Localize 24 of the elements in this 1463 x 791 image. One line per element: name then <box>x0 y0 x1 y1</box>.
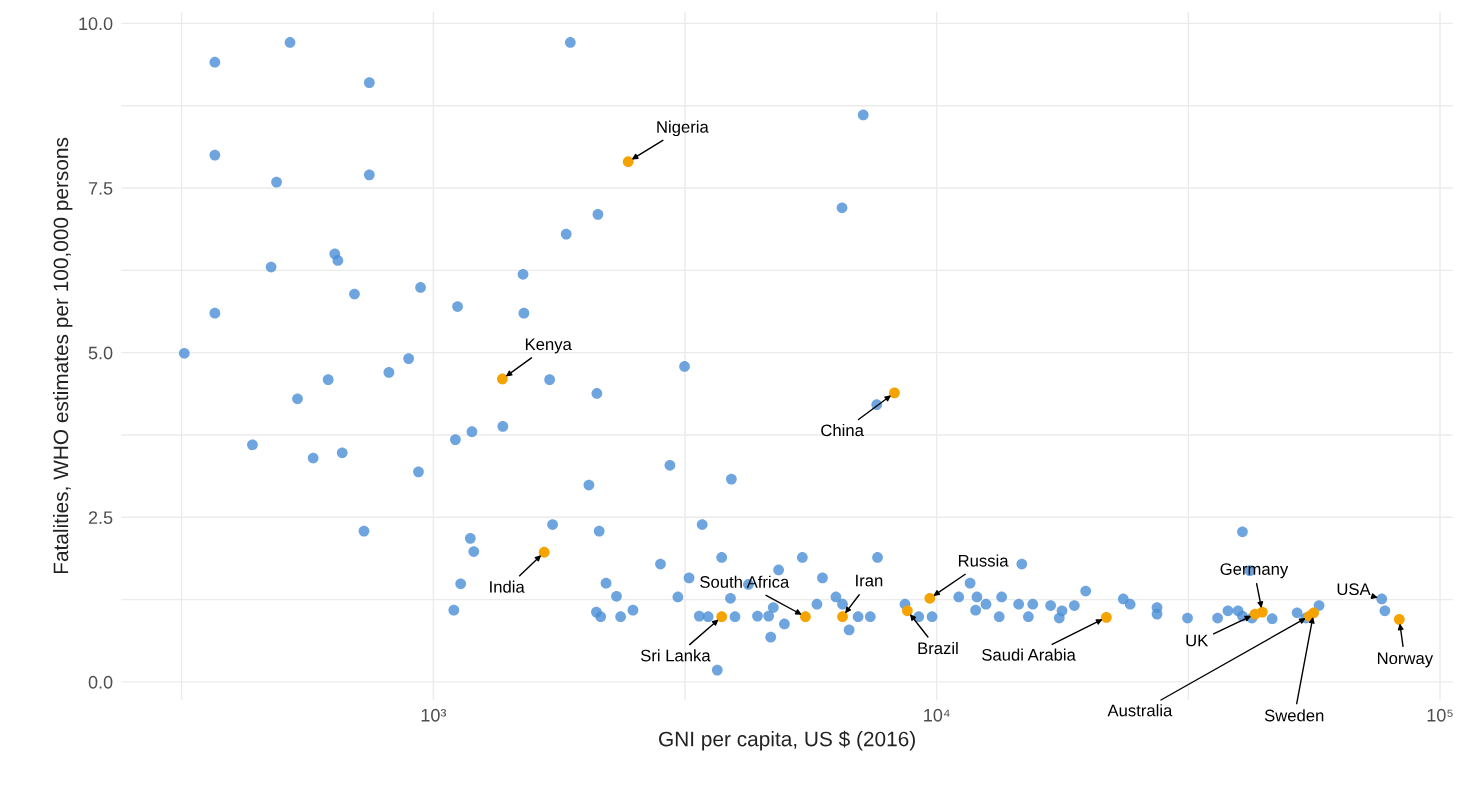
annotation: China <box>821 423 864 437</box>
annotation: Saudi Arabia <box>982 648 1076 661</box>
annotation: Nigeria <box>657 120 709 137</box>
annotation: Iran <box>856 574 883 587</box>
annotation: India <box>490 580 525 593</box>
annotation: Brazil <box>918 641 958 655</box>
annotation: Sri Lanka <box>640 649 711 662</box>
x-axis-title: GNI per capita, US $ (2016) <box>659 730 915 751</box>
x-tick-label: 10³ <box>421 708 447 722</box>
annotation: Norway <box>1377 652 1434 668</box>
annotation: USA <box>1337 583 1371 596</box>
annotation: Russia <box>958 554 1009 567</box>
y-tick-label: 0.0 <box>88 675 113 689</box>
y-axis-title: Fatalities, WHO estimates per 100,000 persons <box>52 137 73 574</box>
x-tick-label: 10⁴ <box>924 708 950 722</box>
y-tick-label: 10.0 <box>79 17 113 31</box>
annotation: Sweden <box>1264 709 1324 722</box>
annotation: UK <box>1186 634 1209 647</box>
x-tick-label: 10⁵ <box>1427 708 1453 722</box>
annotation: Australia <box>1107 704 1173 717</box>
y-tick-label: 7.5 <box>88 182 113 195</box>
y-tick-label: 5.0 <box>88 346 113 360</box>
y-tick-label: 2.5 <box>88 511 113 525</box>
annotation: Kenya <box>525 338 572 354</box>
